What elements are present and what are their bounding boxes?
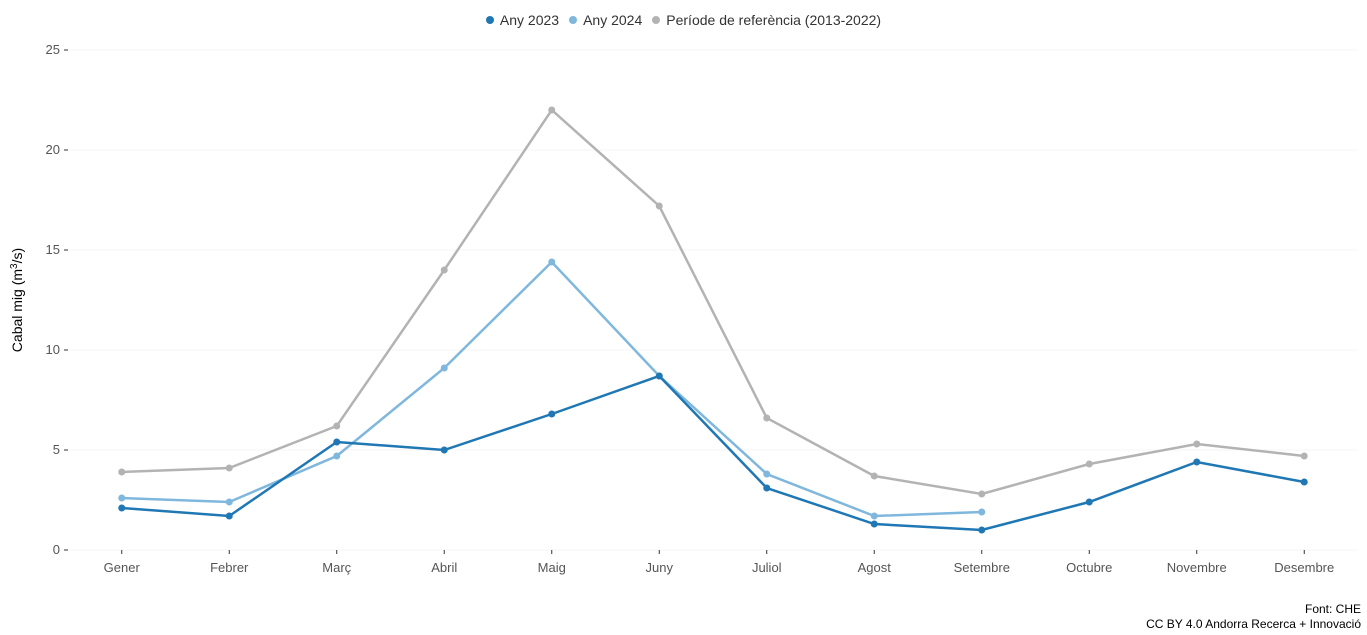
y-tick-label: 0: [53, 542, 60, 557]
x-tick-label: Febrer: [210, 560, 249, 575]
series-point-sref: [441, 267, 448, 274]
x-tick-label: Maig: [538, 560, 566, 575]
y-tick-label: 20: [46, 142, 60, 157]
legend-marker: [486, 16, 494, 24]
series-point-sref: [1301, 453, 1308, 460]
x-tick-label: Abril: [431, 560, 457, 575]
series-point-sref: [333, 423, 340, 430]
x-tick-label: Desembre: [1274, 560, 1334, 575]
series-line-sref: [122, 110, 1305, 494]
series-point-s2023: [1301, 479, 1308, 486]
series-point-s2023: [871, 521, 878, 528]
series-point-sref: [978, 491, 985, 498]
x-tick-label: Novembre: [1167, 560, 1227, 575]
series-point-s2023: [656, 373, 663, 380]
legend-label: Període de referència (2013-2022): [666, 12, 881, 28]
credit-license: CC BY 4.0 Andorra Recerca + Innovació: [1146, 617, 1361, 633]
series-point-s2023: [763, 485, 770, 492]
chart-svg: 0 5 10 15 20 25 Gener Febrer Març Abril Maig Juny Ju…: [0, 0, 1367, 635]
series-point-s2023: [333, 439, 340, 446]
legend: Any 2023 Any 2024 Període de referència (2…: [0, 12, 1367, 28]
x-tick-label: Agost: [858, 560, 892, 575]
series-point-s2024: [226, 499, 233, 506]
series-point-s2024: [978, 509, 985, 516]
legend-marker: [569, 16, 577, 24]
series-point-s2023: [1086, 499, 1093, 506]
series-point-s2024: [118, 495, 125, 502]
series-point-s2024: [441, 365, 448, 372]
y-tick-label: 10: [46, 342, 60, 357]
series-point-s2023: [441, 447, 448, 454]
series-point-s2023: [548, 411, 555, 418]
line-chart: Any 2023 Any 2024 Període de referència (2…: [0, 0, 1367, 635]
series-point-sref: [226, 465, 233, 472]
series-point-s2023: [1193, 459, 1200, 466]
series-point-s2023: [226, 513, 233, 520]
credit-source: Font: CHE: [1146, 602, 1361, 618]
series-point-sref: [656, 203, 663, 210]
series-point-sref: [118, 469, 125, 476]
series-point-s2024: [763, 471, 770, 478]
series-point-sref: [1086, 461, 1093, 468]
x-tick-label: Juny: [646, 560, 674, 575]
series-point-s2023: [978, 527, 985, 534]
series-point-sref: [871, 473, 878, 480]
series-point-sref: [1193, 441, 1200, 448]
x-tick-label: Octubre: [1066, 560, 1112, 575]
x-tick-label: Gener: [104, 560, 141, 575]
legend-label: Any 2023: [500, 12, 559, 28]
legend-item: Any 2024: [569, 12, 642, 28]
legend-label: Any 2024: [583, 12, 642, 28]
series-line-s2024: [122, 262, 982, 516]
x-tick-label: Setembre: [954, 560, 1010, 575]
legend-marker: [652, 16, 660, 24]
y-tick-label: 15: [46, 242, 60, 257]
legend-item: Any 2023: [486, 12, 559, 28]
y-axis-label: Cabal mig (m3/s): [9, 248, 26, 352]
series-point-sref: [548, 107, 555, 114]
series-point-s2024: [548, 259, 555, 266]
x-tick-label: Juliol: [752, 560, 782, 575]
y-tick-label: 5: [53, 442, 60, 457]
y-tick-label: 25: [46, 42, 60, 57]
series-line-s2023: [122, 376, 1305, 530]
legend-item: Període de referència (2013-2022): [652, 12, 881, 28]
series-point-sref: [763, 415, 770, 422]
series-point-s2024: [871, 513, 878, 520]
series-point-s2024: [333, 453, 340, 460]
x-tick-label: Març: [322, 560, 351, 575]
credits: Font: CHE CC BY 4.0 Andorra Recerca + In…: [1146, 602, 1361, 633]
series-point-s2023: [118, 505, 125, 512]
